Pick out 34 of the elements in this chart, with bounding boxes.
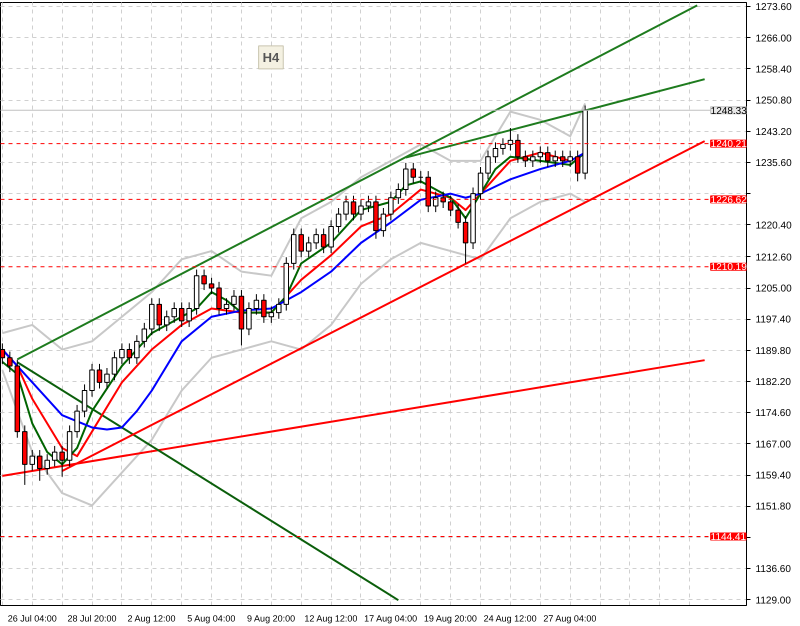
y-tick-label: 1174.60 xyxy=(756,408,792,420)
y-tick-label: 1205.00 xyxy=(756,284,792,294)
y-tick-label: 1273.60 xyxy=(756,2,792,14)
ref-line-label: 1240.21 xyxy=(710,139,748,150)
y-tick-label: 1189.80 xyxy=(756,346,792,357)
y-tick-label: 1159.40 xyxy=(756,470,792,482)
y-tick-label: 1212.60 xyxy=(756,252,792,264)
y-tick-label: 1258.40 xyxy=(756,64,792,76)
x-tick-label: 5 Aug 04:00 xyxy=(187,614,236,624)
ref-line-label: 1248.33 xyxy=(710,106,748,117)
ref-line-label: 1210.19 xyxy=(710,262,748,274)
y-tick-label: 1129.00 xyxy=(756,595,792,606)
y-tick-label: 1266.00 xyxy=(756,33,792,44)
y-tick-label: 1182.20 xyxy=(756,377,792,388)
annotation: H4 xyxy=(262,50,280,65)
y-tick-label: 1220.40 xyxy=(756,220,792,232)
y-tick-label: 1151.80 xyxy=(756,502,792,513)
x-tick-label: 27 Aug 04:00 xyxy=(543,614,596,624)
x-tick-label: 19 Aug 20:00 xyxy=(424,614,477,624)
x-tick-label: 12 Aug 12:00 xyxy=(304,614,358,624)
x-tick-label: 28 Jul 20:00 xyxy=(68,614,117,624)
y-tick-label: 1250.80 xyxy=(756,96,792,107)
x-tick-label: 24 Aug 12:00 xyxy=(484,614,537,624)
ref-line-label: 1144.41 xyxy=(710,532,746,544)
x-tick-label: 26 Jul 04:00 xyxy=(8,614,57,624)
x-tick-label: 9 Aug 20:00 xyxy=(247,614,296,624)
y-tick-label: 1235.60 xyxy=(756,158,792,169)
ref-line-label: 1226.62 xyxy=(710,194,748,206)
y-tick-label: 1167.00 xyxy=(756,439,792,450)
y-tick-label: 1197.40 xyxy=(756,314,792,326)
y-tick-label: 1243.20 xyxy=(756,126,792,138)
y-tick-label: 1136.60 xyxy=(756,564,792,576)
x-tick-label: 2 Aug 12:00 xyxy=(128,614,176,624)
x-tick-label: 17 Aug 04:00 xyxy=(364,614,418,624)
